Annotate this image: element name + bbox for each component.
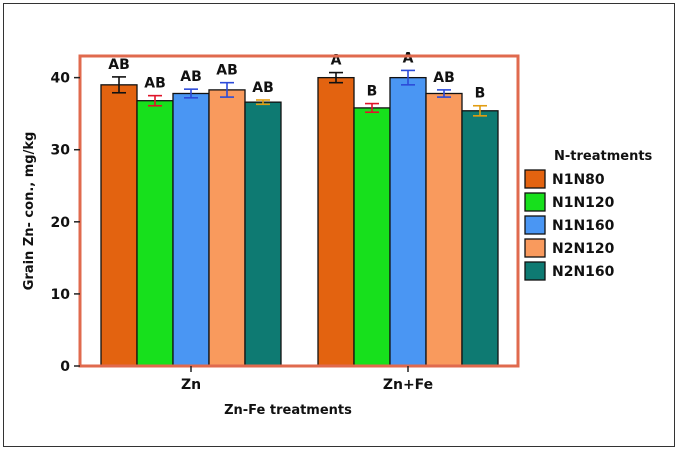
bar-n2n120-zn-fe [425,92,463,367]
x-tick-label: Zn [181,377,201,393]
bar-n2n160-zn-fe [461,110,499,367]
y-axis-title: Grain Zn- con., mg/kg [22,132,37,291]
x-axis: Zn Zn+Fe [181,366,433,393]
error-bar-n1n120-zn [148,94,162,107]
error-bar-n1n80-zn [112,76,126,94]
error-bar-n2n120-zn [220,81,234,98]
error-bar-n1n120-zn-fe [365,102,379,114]
figure-frame [3,3,675,447]
error-bar-n2n120-zn-fe [437,89,451,98]
bar-n2n120-zn [208,89,246,367]
legend-swatch-n2n120 [524,238,546,258]
error-bar-n1n160-zn-fe [401,69,415,86]
plot-panel-border [78,54,520,368]
legend: N-treatments N1N80 N1N120 N1N160 N2N120 N2N1… [524,149,653,281]
error-bar-n1n80-zn-fe [329,71,343,84]
legend-swatch-n1n160 [524,215,546,235]
y-tick-label: 40 [51,71,71,87]
legend-swatch-n1n120 [524,192,546,212]
significance-letter: AB [216,63,238,79]
y-tick-label: 20 [51,215,71,231]
bar-n1n80-zn [100,84,138,367]
y-tick-label: 0 [60,359,70,375]
significance-letter: B [475,86,486,102]
legend-label-n2n160: N2N160 [552,264,615,280]
significance-letter: AB [433,70,455,86]
legend-label-n2n120: N2N120 [552,241,615,257]
y-tick-label: 10 [51,287,71,303]
significance-letter: AB [144,76,166,92]
bar-n1n160-zn [172,92,210,367]
error-bar-n2n160-zn [256,99,270,106]
legend-swatch-n1n80 [524,169,546,189]
y-axis: 0 10 20 30 40 [51,71,80,375]
significance-letter: AB [252,80,274,96]
legend-label-n1n160: N1N160 [552,218,615,234]
significance-letter: B [367,84,378,100]
bar-n1n120-zn-fe [353,107,391,367]
bars-layer [100,76,499,367]
error-bars-layer [112,69,487,117]
bar-n2n160-zn [244,101,282,367]
significance-letter: AB [108,57,130,73]
significance-letter: AB [180,69,202,85]
bar-n1n160-zn-fe [389,76,427,367]
x-axis-title: Zn-Fe treatments [224,403,352,418]
error-bar-n1n160-zn [184,88,198,99]
legend-swatch-n2n160 [524,261,546,281]
legend-label-n1n120: N1N120 [552,195,615,211]
error-bar-n2n160-zn-fe [473,104,487,117]
x-tick-label: Zn+Fe [383,377,433,393]
legend-title: N-treatments [554,149,653,164]
bar-n1n80-zn-fe [317,76,355,367]
legend-label-n1n80: N1N80 [552,172,605,188]
y-tick-label: 30 [51,143,71,159]
bar-n1n120-zn [136,100,174,367]
significance-letter: A [403,50,414,66]
significance-letter: A [331,53,342,69]
